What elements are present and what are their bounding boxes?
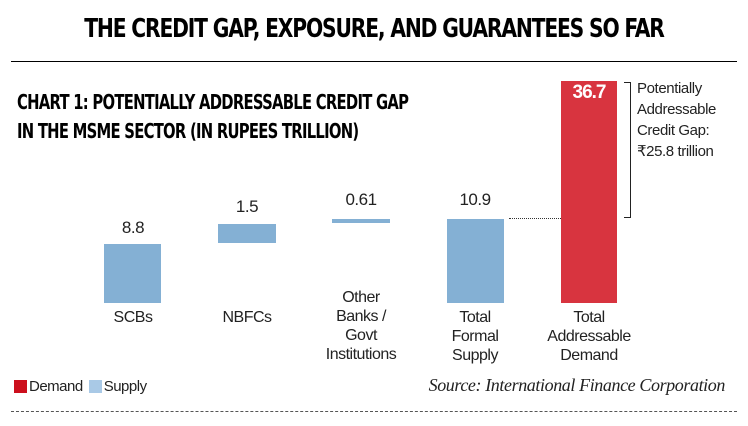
annotation-line: Addressable	[637, 101, 716, 118]
annotation-line: Potentially	[637, 80, 702, 97]
legend-swatch-supply	[88, 380, 102, 393]
value-label-other-banks: 0.61	[345, 190, 377, 209]
category-label-nbfcs: NBFCs	[222, 309, 272, 326]
category-label-total-demand: Total Addressable Demand	[534, 308, 644, 365]
category-label-other-banks: Other Banks / Govt Institutions	[306, 288, 416, 364]
bottom-divider	[11, 411, 737, 412]
value-label-total-demand: 36.7	[572, 82, 607, 103]
bar-nbfcs	[218, 224, 276, 243]
bar-total-demand	[561, 81, 617, 303]
category-line: Other	[342, 289, 380, 306]
category-label-scbs: SCBs	[113, 309, 153, 326]
bar-total-supply	[447, 219, 504, 303]
category-line: Demand	[560, 347, 618, 364]
category-line: Institutions	[325, 346, 397, 363]
category-line: Addressable	[547, 328, 631, 345]
category-label-total-supply: Total Formal Supply	[420, 308, 530, 365]
category-line: Total	[459, 309, 491, 326]
title-divider	[11, 61, 737, 62]
category-line: Formal	[451, 328, 499, 345]
page-title: THE CREDIT GAP, EXPOSURE, AND GUARANTEES…	[84, 14, 665, 44]
source-credit: Source: International Finance Corporatio…	[428, 375, 726, 395]
legend: Demand Supply	[14, 378, 147, 395]
bar-scbs	[104, 244, 161, 303]
chart-subtitle: CHART 1: POTENTIALLY ADDRESSABLE CREDIT …	[17, 88, 409, 146]
value-label-nbfcs: 1.5	[235, 197, 259, 216]
value-label-scbs: 8.8	[121, 218, 145, 237]
subtitle-line-1: CHART 1: POTENTIALLY ADDRESSABLE CREDIT …	[17, 90, 409, 114]
annotation-line: Credit Gap:	[637, 122, 710, 139]
legend-label-supply: Supply	[103, 378, 147, 395]
annotation-line: ₹25.8 trillion	[637, 143, 714, 160]
category-line: Banks /	[336, 308, 386, 325]
legend-label-demand: Demand	[29, 378, 83, 395]
legend-swatch-demand	[14, 380, 27, 393]
category-line: Govt	[345, 327, 377, 344]
gap-bracket	[624, 82, 631, 218]
category-line: Supply	[452, 347, 498, 364]
category-line: Total	[573, 309, 605, 326]
gap-guide-line	[509, 218, 561, 219]
bar-other-banks	[332, 219, 390, 223]
credit-gap-annotation: Potentially Addressable Credit Gap: ₹25.…	[637, 78, 716, 162]
subtitle-line-2: IN THE MSME SECTOR (IN RUPEES TRILLION)	[17, 119, 359, 143]
value-label-total-supply: 10.9	[459, 190, 491, 209]
